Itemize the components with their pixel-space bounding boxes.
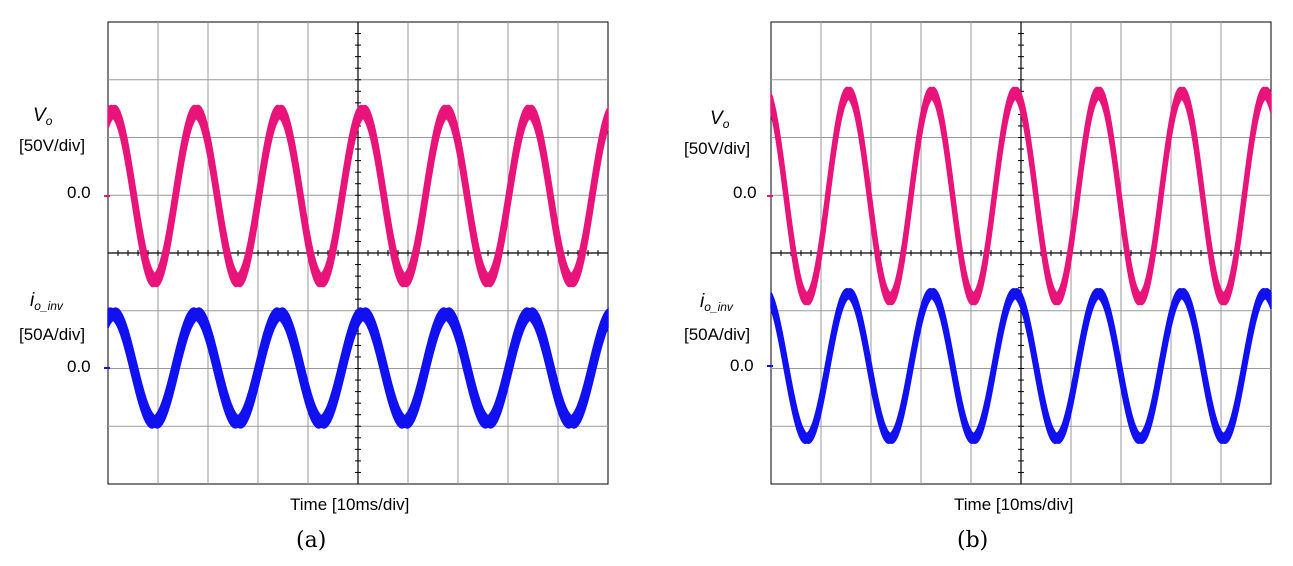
panel-caption: (a) xyxy=(296,528,327,553)
io-label: io_inv xyxy=(30,291,63,316)
vo-name: Vo xyxy=(710,108,730,132)
scope-chart-b xyxy=(767,21,1272,485)
vo-label: Vo xyxy=(33,106,52,131)
io-scale-label: [50A/div] xyxy=(684,325,751,344)
vo-zero-label: 0.0 xyxy=(67,183,91,202)
trace-Vo xyxy=(770,86,1272,306)
x-axis-label: Time [10ms/div] xyxy=(290,495,410,514)
io-zero-label: 0.0 xyxy=(730,356,754,375)
scope-panel-b: Vo [50V/div] 0.0 io_inv [50A/div] 0.0 Ti… xyxy=(646,0,1292,566)
x-axis-label: Time [10ms/div] xyxy=(954,495,1074,514)
trace-Vo xyxy=(107,104,609,288)
subscript: o xyxy=(45,114,53,128)
vo-scale-label: [50V/div] xyxy=(19,136,86,155)
io-name: io_inv xyxy=(700,291,733,315)
vo-label: Vo xyxy=(710,109,729,134)
panel-caption: (b) xyxy=(957,528,989,553)
vo-name: Vo xyxy=(33,105,53,129)
trace-io_inv xyxy=(770,288,1272,444)
trace-io_inv xyxy=(107,307,609,429)
scope-panel-a: Vo [50V/div] 0.0 io_inv [50A/div] 0.0 Ti… xyxy=(0,0,646,566)
io-label: io_inv xyxy=(700,292,733,317)
io-scale-label: [50A/div] xyxy=(19,325,86,344)
io-name: io_inv xyxy=(30,290,63,314)
grid xyxy=(107,21,609,485)
subscript: o xyxy=(722,117,730,131)
subscript: o_inv xyxy=(704,300,733,314)
io-zero-label: 0.0 xyxy=(67,357,91,376)
vo-zero-label: 0.0 xyxy=(733,183,757,202)
scope-chart-a xyxy=(104,21,609,485)
vo-scale-label: [50V/div] xyxy=(684,139,751,158)
subscript: o_inv xyxy=(34,299,63,313)
